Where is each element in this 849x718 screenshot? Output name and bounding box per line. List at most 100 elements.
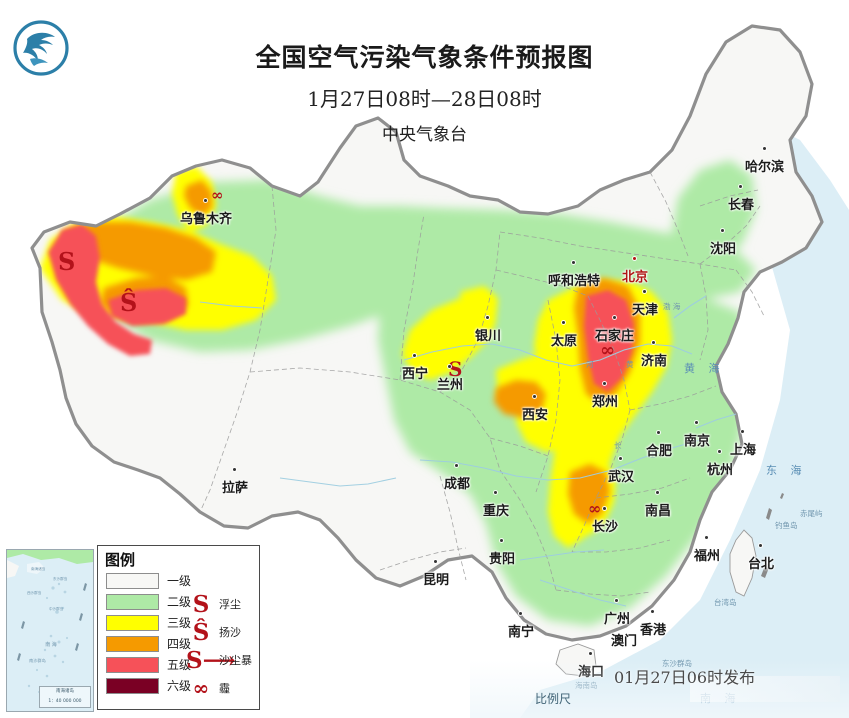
city-marker-dot xyxy=(233,468,236,471)
legend-color-swatch xyxy=(106,614,159,631)
city-label: 呼和浩特 xyxy=(548,261,600,289)
floating-dust-symbol-tarim-west: S xyxy=(58,247,76,276)
haze-icon: ∞ xyxy=(192,676,210,700)
city-label: 长沙 xyxy=(592,507,618,535)
minor-geographic-label: 黄 xyxy=(626,360,634,369)
svg-text:南海诸岛: 南海诸岛 xyxy=(31,566,46,571)
minor-geographic-label: 赤尾屿 xyxy=(800,509,823,518)
haze-symbol-shijiazhuang: ∞ xyxy=(600,340,615,361)
legend-title: 图例 xyxy=(105,551,136,569)
city-marker-dot xyxy=(603,382,606,385)
legend-level-row: 一级 xyxy=(106,570,191,591)
city-label: 银川 xyxy=(475,316,501,344)
city-marker-dot xyxy=(656,491,659,494)
city-marker-dot xyxy=(705,536,708,539)
city-label: 兰州 xyxy=(437,365,463,393)
sea-label: 东 海 xyxy=(766,464,807,477)
city-marker-dot xyxy=(741,430,744,433)
city-label: 南宁 xyxy=(508,612,534,640)
scale-label: 比例尺 xyxy=(535,692,572,706)
south-china-sea-inset: 南 海 南海诸岛 东沙群岛 西沙群岛 中沙群岛 南沙群岛 南海诸岛 1：40 0… xyxy=(6,549,94,712)
minor-geographic-label: 河 xyxy=(586,360,594,369)
haze-symbol-changsha: ∞ xyxy=(588,499,602,518)
city-label: 南昌 xyxy=(645,491,671,519)
city-marker-dot xyxy=(739,185,742,188)
city-label: 重庆 xyxy=(483,491,509,519)
minor-geographic-label: 渤 海 xyxy=(663,302,681,311)
legend-level-row: 五级 xyxy=(106,654,191,675)
city-label: 台北 xyxy=(748,544,774,572)
svg-text:中沙群岛: 中沙群岛 xyxy=(49,606,64,611)
city-label: 杭州 xyxy=(707,450,733,478)
city-marker-dot xyxy=(500,539,503,542)
city-marker-dot xyxy=(651,610,654,613)
city-marker-dot xyxy=(494,491,497,494)
city-marker-dot xyxy=(519,612,522,615)
legend-symbol-row: S 浮尘 xyxy=(186,590,252,618)
svg-text:南沙群岛: 南沙群岛 xyxy=(29,657,46,664)
svg-text:西沙群岛: 西沙群岛 xyxy=(27,590,42,595)
city-label: 太原 xyxy=(551,321,577,349)
minor-geographic-label: 钓鱼岛 xyxy=(775,521,798,530)
inset-title: 南海诸岛 xyxy=(56,689,74,694)
legend-symbol-label: 沙尘暴 xyxy=(219,654,252,667)
city-label: 昆明 xyxy=(423,560,449,588)
city-label: 广州 xyxy=(604,599,630,627)
legend-level-row: 六级 xyxy=(106,675,191,696)
legend-level-label: 六级 xyxy=(167,679,192,693)
legend-symbol-label: 霾 xyxy=(219,682,230,695)
city-label: 贵阳 xyxy=(489,539,515,567)
legend-level-row: 四级 xyxy=(106,633,191,654)
minor-geographic-label: 台湾岛 xyxy=(714,598,737,607)
publish-timestamp: 01月27日06时发布 xyxy=(614,668,756,687)
city-label: 沈阳 xyxy=(710,229,736,257)
city-label: 南京 xyxy=(684,421,710,449)
legend-symbol-row: ∞ 霾 xyxy=(186,674,252,702)
floating-dust-icon: S xyxy=(192,590,210,618)
city-label: 长春 xyxy=(728,185,754,213)
city-marker-dot xyxy=(721,229,724,232)
city-marker-dot xyxy=(413,354,416,357)
haze-symbol-urumqi: ∞ xyxy=(211,186,224,204)
city-marker-dot xyxy=(619,457,622,460)
legend-level-label: 四级 xyxy=(167,637,192,651)
city-marker-dot xyxy=(615,599,618,602)
blowing-sand-icon: Ŝ xyxy=(192,618,210,646)
city-label: 济南 xyxy=(641,341,667,369)
legend-level-label: 五级 xyxy=(167,658,192,672)
city-marker-dot xyxy=(533,395,536,398)
city-marker-dot xyxy=(562,321,565,324)
city-marker-dot xyxy=(718,450,721,453)
legend-color-swatch xyxy=(106,656,159,673)
city-label: 澳门 xyxy=(611,621,637,649)
city-label: 哈尔滨 xyxy=(745,147,784,175)
city-marker-dot xyxy=(572,261,575,264)
inset-scale: 1：40 000 000 xyxy=(48,699,82,704)
city-label: 拉萨 xyxy=(222,468,248,496)
city-marker-dot xyxy=(622,621,625,624)
legend-color-swatch xyxy=(106,593,159,610)
legend-box: 图例 一级 二级 三级 四级 五级 六级 S 浮尘 Ŝ 扬沙 S⟶ 沙尘暴 ∞ 霾 xyxy=(97,545,260,710)
minor-geographic-label: 长 xyxy=(614,441,622,450)
sea-label: 黄 海 xyxy=(684,362,725,375)
legend-level-row: 二级 xyxy=(106,591,191,612)
city-label: 北京 xyxy=(622,257,648,285)
legend-symbol-row: Ŝ 扬沙 xyxy=(186,618,252,646)
minor-geographic-label: 江 xyxy=(648,450,656,459)
legend-level-row: 三级 xyxy=(106,612,191,633)
city-marker-dot xyxy=(652,341,655,344)
legend-symbol-list: S 浮尘 Ŝ 扬沙 S⟶ 沙尘暴 ∞ 霾 xyxy=(186,590,252,702)
city-label: 天津 xyxy=(632,290,658,318)
city-marker-dot xyxy=(657,431,660,434)
city-marker-dot xyxy=(695,421,698,424)
legend-level-label: 三级 xyxy=(167,616,192,630)
legend-symbol-label: 扬沙 xyxy=(219,626,241,639)
city-label: 石家庄 xyxy=(595,316,634,344)
city-marker-dot xyxy=(486,316,489,319)
city-marker-dot xyxy=(434,560,437,563)
legend-level-label: 二级 xyxy=(167,595,192,609)
city-label: 合肥 xyxy=(646,431,672,459)
legend-level-list: 一级二级三级四级五级六级 xyxy=(106,570,191,696)
